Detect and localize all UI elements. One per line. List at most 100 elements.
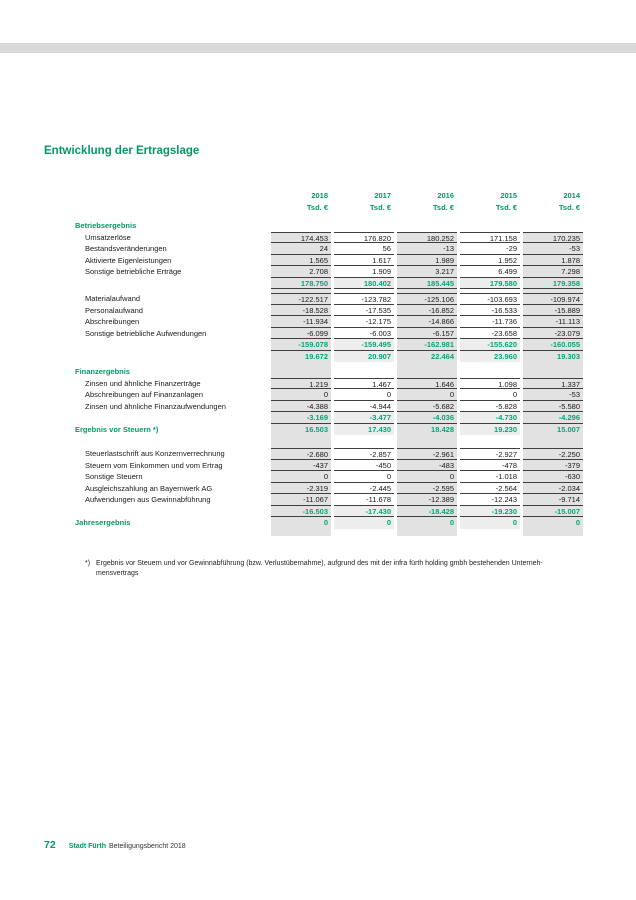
empty-cell xyxy=(523,366,583,378)
column-header-unit: Tsd. € xyxy=(306,203,328,212)
row-label: Sonstige betriebliche Aufwendungen xyxy=(85,328,207,338)
row-label: Abschreibungen xyxy=(85,317,140,326)
empty-cell xyxy=(397,528,457,536)
value-cell: -2.680 xyxy=(271,448,331,460)
earnings-table: 2018 2017 2016 2015 2014 Tsd. € Tsd. € Tsd. € Ts… xyxy=(75,190,583,536)
value-cell: -162.981 xyxy=(397,339,457,351)
value-cell: 23.960 xyxy=(460,350,520,362)
value-cell: -53 xyxy=(523,389,583,401)
value-cell: -18.528 xyxy=(271,304,331,316)
value-cell: -159.495 xyxy=(334,339,394,351)
value-cell: 1.219 xyxy=(271,377,331,389)
table-row: Sonstige betriebliche Aufwendungen -6.099… xyxy=(75,327,583,339)
value-cell: -18.428 xyxy=(397,505,457,517)
value-cell: -4.388 xyxy=(271,400,331,412)
value-cell: -437 xyxy=(271,459,331,471)
row-label xyxy=(75,506,268,518)
value-cell: -4.944 xyxy=(334,401,394,412)
value-cell: 3.217 xyxy=(397,266,457,278)
value-cell: -4.730 xyxy=(460,412,520,424)
table-row xyxy=(75,435,583,448)
value-cell: 1.098 xyxy=(460,377,520,389)
row-label xyxy=(75,351,268,363)
row-label xyxy=(75,190,268,202)
table-row: Bestandsveränderungen 24 56 -13 -29 -53 xyxy=(75,243,583,255)
value-cell: -17.430 xyxy=(334,505,394,517)
value-cell: 24 xyxy=(271,243,331,255)
value-cell: -379 xyxy=(523,459,583,471)
empty-cell xyxy=(460,529,520,536)
value-cell: 1.909 xyxy=(334,266,394,278)
value-cell: 20.907 xyxy=(334,350,394,362)
value-cell: 1.989 xyxy=(397,254,457,266)
value-cell: -2.927 xyxy=(460,448,520,460)
table-row: -159.078 -159.495 -162.981 -155.620 -160.055 xyxy=(75,339,583,351)
row-label: Betriebsergebnis xyxy=(75,221,137,230)
value-cell: -12.389 xyxy=(397,494,457,506)
value-cell: 0 xyxy=(334,471,394,483)
value-cell: 180.402 xyxy=(334,277,394,289)
empty-cell xyxy=(460,220,520,232)
value-cell: -23.079 xyxy=(523,327,583,339)
table-row: Aktivierte Eigenleistungen 1.565 1.617 1.98… xyxy=(75,254,583,266)
value-cell: -3.169 xyxy=(271,412,331,424)
value-cell: 0 xyxy=(397,517,457,529)
value-cell: 18.428 xyxy=(397,423,457,435)
value-cell: -6.157 xyxy=(397,327,457,339)
column-header-year: 2016 xyxy=(437,191,454,200)
value-cell: -2.857 xyxy=(334,448,394,460)
value-cell: -125.106 xyxy=(397,293,457,305)
row-label xyxy=(75,202,268,214)
value-cell: -155.620 xyxy=(460,339,520,351)
table-row: Sonstige betriebliche Erträge 2.708 1.909 3… xyxy=(75,266,583,278)
row-label: Steuern vom Einkommen und vom Ertrag xyxy=(85,460,223,470)
value-cell: -11.678 xyxy=(334,494,394,506)
row-label: Jahresergebnis xyxy=(75,518,131,527)
value-cell: -19.230 xyxy=(460,505,520,517)
value-cell: 1.617 xyxy=(334,255,394,266)
row-label xyxy=(75,529,268,536)
value-cell: 0 xyxy=(397,389,457,401)
empty-cell xyxy=(397,220,457,232)
header-band xyxy=(0,43,636,53)
value-cell: 179.358 xyxy=(523,277,583,289)
empty-cell xyxy=(397,366,457,378)
value-cell: 1.337 xyxy=(523,377,583,389)
value-cell: 0 xyxy=(334,517,394,529)
value-cell: -11.736 xyxy=(460,316,520,328)
row-label: Zinsen und ähnliche Finanzaufwendungen xyxy=(85,401,226,411)
value-cell: -23.658 xyxy=(460,328,520,339)
value-cell: -9.714 xyxy=(523,494,583,506)
empty-cell xyxy=(334,366,394,378)
row-label: Abschreibungen auf Finanzanlagen xyxy=(85,390,204,399)
row-label: Ausgleichszahlung an Bayernwerk AG xyxy=(85,483,213,493)
value-cell: 6.499 xyxy=(460,266,520,278)
column-header-unit: Tsd. € xyxy=(369,203,391,212)
value-cell: -5.828 xyxy=(460,401,520,412)
page-footer: 72 Stadt Fürth Beteiligungsbericht 2018 xyxy=(44,839,186,851)
empty-cell xyxy=(397,362,457,366)
row-label: Materialaufwand xyxy=(85,294,141,303)
value-cell: -4.296 xyxy=(523,412,583,424)
footnote-text-continued: mensvertrags xyxy=(96,569,139,577)
empty-cell xyxy=(523,528,583,536)
value-cell: 0 xyxy=(397,471,457,483)
value-cell: -2.445 xyxy=(334,483,394,494)
value-cell: -2.961 xyxy=(397,448,457,460)
value-cell: 1.878 xyxy=(523,254,583,266)
value-cell: -17.535 xyxy=(334,305,394,316)
table-row: Zinsen und ähnliche Finanzaufwendungen -4… xyxy=(75,400,583,412)
row-label xyxy=(75,278,268,290)
value-cell: 179.580 xyxy=(460,277,520,289)
column-header-year: 2017 xyxy=(374,191,391,200)
value-cell: -11.067 xyxy=(271,494,331,506)
value-cell: 170.235 xyxy=(523,231,583,243)
value-cell: -16.533 xyxy=(460,305,520,316)
value-cell: -16.503 xyxy=(271,505,331,517)
table-row xyxy=(75,289,583,293)
value-cell: 0 xyxy=(271,471,331,483)
value-cell: -12.175 xyxy=(334,316,394,328)
table-row: Aufwendungen aus Gewinnabführung -11.067-… xyxy=(75,494,583,506)
empty-cell xyxy=(523,289,583,293)
value-cell: -103.693 xyxy=(460,293,520,305)
